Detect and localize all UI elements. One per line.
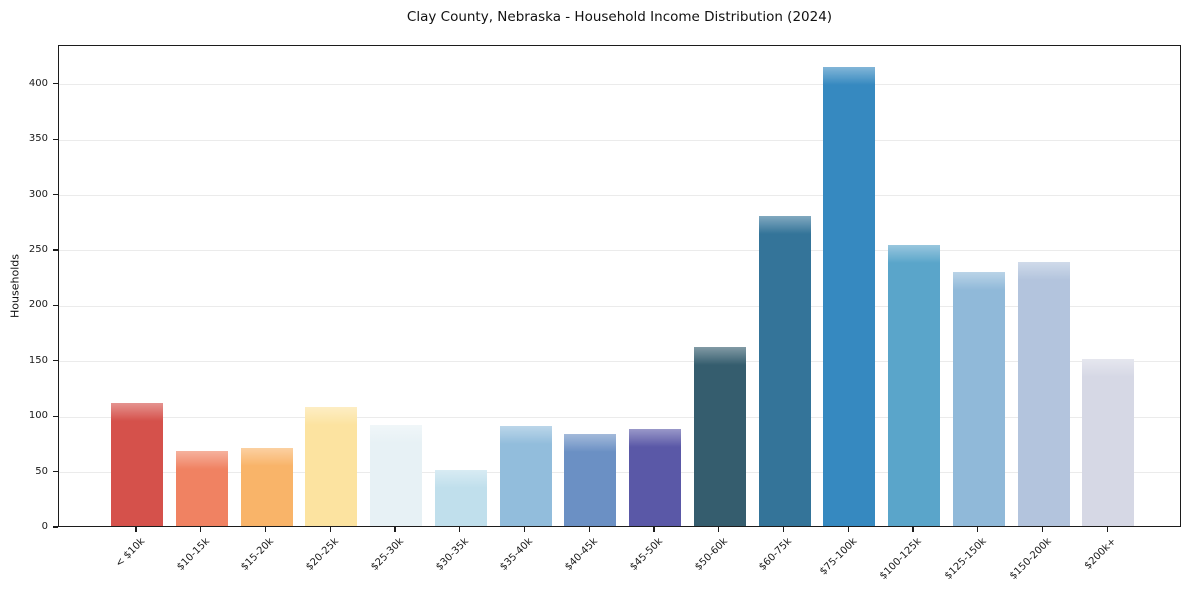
y-tick-label: 350 [28, 133, 48, 145]
chart-title: Clay County, Nebraska - Household Income… [406, 9, 833, 25]
x-tick-label: $25-30k [368, 536, 406, 573]
gridline [59, 416, 1180, 418]
x-tick-label: $75-100k [817, 536, 860, 578]
y-tick-mark [53, 249, 58, 251]
x-tick-label: $45-50k [627, 536, 665, 573]
y-tick-mark [53, 360, 58, 362]
bar [1082, 358, 1135, 526]
x-tick-label: $10-15k [174, 536, 212, 573]
x-tick-label: $100-125k [877, 536, 924, 582]
x-tick-mark [912, 527, 914, 532]
x-tick-mark [135, 527, 137, 532]
y-tick-mark [53, 193, 58, 196]
x-tick-mark [977, 527, 979, 532]
gridline [59, 139, 1180, 141]
y-tick-label: 300 [28, 188, 48, 200]
y-tick-mark [53, 304, 58, 306]
y-tick-label: 150 [28, 354, 48, 366]
x-tick-mark [1106, 527, 1108, 532]
bar [564, 434, 617, 526]
y-tick-mark [53, 470, 58, 473]
gridline [59, 472, 1180, 474]
x-tick-label: $30-35k [433, 536, 471, 573]
bar [499, 426, 552, 526]
bar [175, 450, 228, 526]
plot-area [58, 45, 1181, 527]
bar [952, 272, 1005, 526]
x-tick-mark [329, 527, 331, 532]
x-tick-mark [718, 527, 720, 532]
bar [240, 448, 293, 526]
x-tick-label: $150-200k [1007, 536, 1054, 582]
x-tick-mark [394, 527, 396, 532]
bar [693, 346, 746, 526]
x-tick-label: $40-45k [563, 536, 601, 573]
bar [1017, 262, 1070, 526]
y-tick-label: 0 [41, 521, 48, 532]
bar [370, 425, 422, 526]
bar [823, 67, 876, 526]
y-tick-mark [53, 415, 58, 417]
x-tick-label: $15-20k [239, 536, 277, 573]
bar [629, 428, 681, 526]
gridline [59, 361, 1180, 363]
x-tick-mark [459, 527, 461, 532]
gridline [59, 84, 1180, 86]
y-tick-label: 50 [35, 465, 48, 477]
gridline [59, 305, 1180, 307]
x-tick-mark [523, 527, 526, 532]
y-tick-label: 250 [28, 243, 48, 255]
bar [111, 403, 163, 526]
x-tick-label: < $10k [113, 536, 147, 570]
y-tick-label: 200 [28, 299, 48, 311]
gridline [59, 195, 1180, 197]
y-tick-mark [53, 526, 58, 528]
x-tick-mark [264, 527, 267, 532]
bar [434, 469, 487, 526]
bar [305, 407, 358, 526]
x-tick-label: $35-40k [498, 536, 536, 573]
x-tick-mark [847, 527, 849, 532]
x-tick-mark [653, 527, 655, 532]
x-tick-label: $125-150k [942, 536, 989, 582]
x-tick-label: $20-25k [304, 536, 342, 573]
x-tick-mark [1041, 527, 1044, 532]
x-tick-mark [588, 527, 590, 532]
gridline [59, 250, 1180, 252]
x-tick-mark [200, 527, 202, 532]
x-tick-label: $200k+ [1082, 536, 1119, 572]
y-tick-mark [53, 83, 58, 85]
x-tick-label: $60-75k [757, 536, 795, 573]
x-tick-label: $50-60k [692, 536, 730, 573]
y-tick-mark [53, 138, 58, 140]
bar [758, 215, 811, 526]
y-tick-label: 400 [28, 77, 48, 89]
x-tick-mark [782, 527, 785, 532]
y-tick-label: 100 [28, 410, 48, 422]
bar [888, 244, 940, 526]
